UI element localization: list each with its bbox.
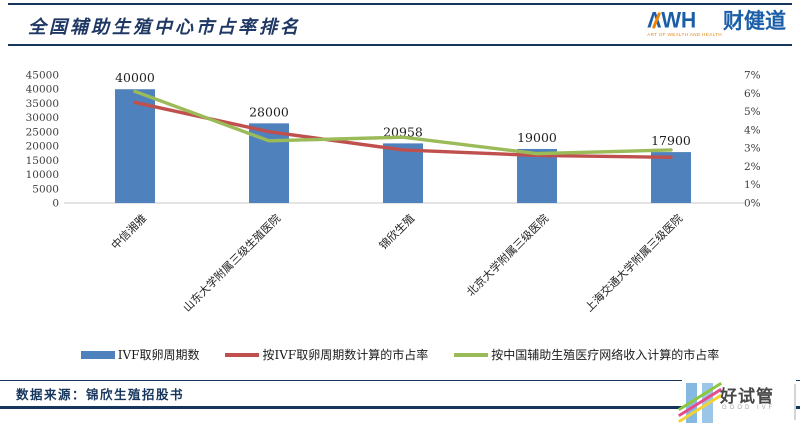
y-axis-right-tick: 2% [744, 161, 761, 173]
y-axis-right-tick: 1% [744, 179, 761, 191]
y-axis-right-tick: 3% [744, 143, 761, 155]
x-axis-label: 锦欣生殖 [376, 211, 417, 252]
awh-brand-logo: ΛWH ART OF WEALTH AND HEALTH 财健道 [647, 8, 786, 37]
bar [383, 143, 423, 203]
line-series-1 [133, 89, 673, 156]
legend-label: IVF取卵周期数 [117, 348, 200, 362]
bar [115, 89, 155, 203]
legend-swatch-line-red [225, 352, 260, 357]
y-axis-right-tick: 7% [744, 70, 761, 82]
title-underline [8, 44, 792, 46]
y-axis-left-tick: 30000 [26, 112, 59, 124]
x-axis-label: 山东大学附属三级生殖医院 [180, 211, 283, 314]
footer-thin-rule [0, 380, 800, 381]
y-axis-right-tick: 6% [744, 88, 761, 100]
awh-logo-brand-cn: 财健道 [723, 8, 786, 33]
goodivf-stripe-icon [678, 393, 722, 424]
footer-thick-rule [0, 406, 800, 409]
bar [517, 148, 557, 203]
x-axis-label: 北京大学附属三级医院 [463, 211, 551, 299]
y-axis-left-tick: 0 [52, 198, 59, 210]
legend-item-share-by-cycles: 按IVF取卵周期数计算的市占率 [225, 346, 428, 363]
combo-chart: 0 5000 10000 15000 20000 25000 30000 35000 40000… [26, 70, 761, 315]
y-axis-left-tick: 35000 [26, 98, 59, 110]
bar [651, 152, 691, 203]
x-axis-label: 上海交通大学附属三级医院 [582, 211, 685, 314]
legend-item-ivf-cycles: IVF取卵周期数 [80, 346, 200, 363]
awh-logo-tagline: ART OF WEALTH AND HEALTH [647, 32, 722, 37]
y-axis-left-tick: 40000 [26, 84, 59, 96]
goodivf-logo-subtext: GOOD IVF [722, 405, 776, 411]
bar-data-label: 20958 [383, 124, 423, 139]
legend-label: 按IVF取卵周期数计算的市占率 [262, 348, 429, 362]
bar-data-label: 28000 [249, 104, 289, 119]
goodivf-logo-text: 好试管 [720, 387, 774, 407]
legend-swatch-bar-blue [80, 350, 115, 359]
y-axis-left-tick: 45000 [26, 70, 59, 82]
legend-item-share-by-revenue: 按中国辅助生殖医疗网络收入计算的市占率 [454, 346, 719, 363]
legend-label: 按中国辅助生殖医疗网络收入计算的市占率 [491, 348, 720, 362]
data-source-note: 数据来源：锦欣生殖招股书 [16, 387, 185, 402]
goodivf-stripe-icon [678, 387, 722, 418]
legend-swatch-line-green [454, 352, 489, 357]
goodivf-logo: 好试管 GOOD IVF [678, 378, 796, 426]
y-axis-right-tick: 5% [744, 106, 761, 118]
bar-data-label: 19000 [517, 130, 557, 145]
y-axis-right-tick: 4% [744, 124, 761, 136]
page-title: 全国辅助生殖中心市占率排名 [28, 17, 301, 38]
top-border-line [8, 3, 792, 5]
line-series-0 [133, 100, 673, 159]
x-axis-label: 中信湘雅 [108, 211, 149, 252]
y-axis-left-tick: 20000 [26, 141, 59, 153]
bar-data-label: 17900 [651, 133, 691, 148]
y-axis-left-tick: 15000 [26, 155, 59, 167]
y-axis-left-tick: 25000 [26, 126, 59, 138]
y-axis-right-tick: 0% [744, 198, 761, 210]
y-axis-left-tick: 10000 [26, 169, 59, 181]
y-axis-left-tick: 5000 [32, 183, 59, 195]
chart-legend: IVF取卵周期数 按IVF取卵周期数计算的市占率 按中国辅助生殖医疗网络收入计算… [0, 346, 800, 363]
bar-data-label: 40000 [115, 70, 155, 85]
goodivf-divider [794, 384, 796, 420]
